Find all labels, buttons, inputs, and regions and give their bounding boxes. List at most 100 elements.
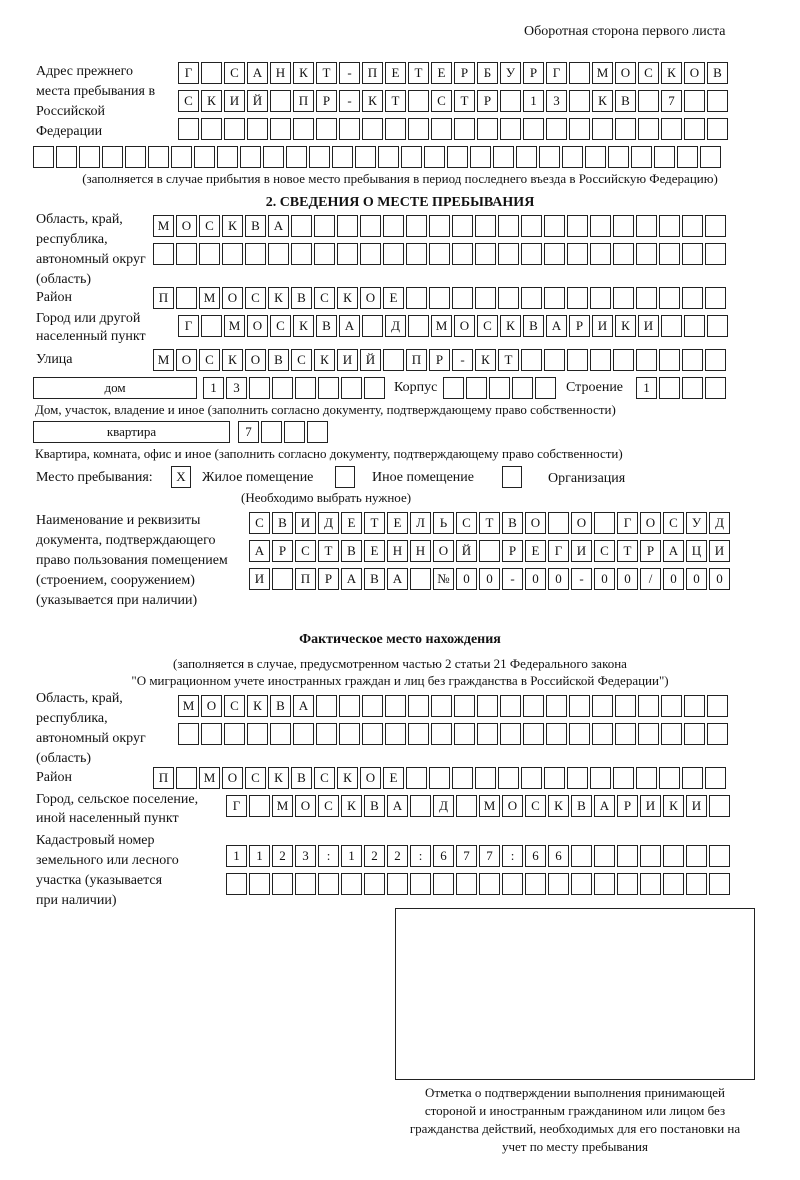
char-cell[interactable]: Н [410,540,431,562]
char-cell[interactable]: С [224,62,245,84]
char-cell[interactable] [709,795,730,817]
char-cell[interactable]: Р [454,62,475,84]
char-cell[interactable]: - [339,90,360,112]
char-cell[interactable] [585,146,606,168]
char-cell[interactable]: 7 [238,421,259,443]
char-cell[interactable] [364,377,385,399]
char-cell[interactable]: 1 [203,377,224,399]
char-cell[interactable] [176,287,197,309]
previous-address-row-3[interactable] [178,118,730,140]
char-cell[interactable]: С [525,795,546,817]
char-cell[interactable]: Е [383,767,404,789]
char-cell[interactable] [590,767,611,789]
char-cell[interactable]: Р [429,349,450,371]
char-cell[interactable]: В [268,349,289,371]
char-cell[interactable] [293,118,314,140]
char-cell[interactable] [222,243,243,265]
char-cell[interactable]: Р [477,90,498,112]
char-cell[interactable] [318,873,339,895]
char-cell[interactable] [590,349,611,371]
char-cell[interactable]: 2 [272,845,293,867]
char-cell[interactable] [307,421,328,443]
char-cell[interactable] [245,243,266,265]
char-cell[interactable] [249,873,270,895]
char-cell[interactable]: П [293,90,314,112]
char-cell[interactable] [498,243,519,265]
char-cell[interactable]: 7 [479,845,500,867]
char-cell[interactable] [270,723,291,745]
char-cell[interactable]: Р [617,795,638,817]
char-cell[interactable] [199,243,220,265]
char-cell[interactable]: Ь [433,512,454,534]
char-cell[interactable]: Е [364,540,385,562]
char-cell[interactable]: Д [385,315,406,337]
char-cell[interactable]: С [199,215,220,237]
char-cell[interactable]: С [178,90,199,112]
char-cell[interactable] [224,118,245,140]
char-cell[interactable] [613,287,634,309]
char-cell[interactable] [240,146,261,168]
char-cell[interactable]: : [318,845,339,867]
char-cell[interactable] [594,845,615,867]
char-cell[interactable] [684,118,705,140]
char-cell[interactable] [410,795,431,817]
char-cell[interactable]: Г [226,795,247,817]
char-cell[interactable] [631,146,652,168]
char-cell[interactable] [521,349,542,371]
char-cell[interactable] [447,146,468,168]
char-cell[interactable] [452,767,473,789]
char-cell[interactable]: В [571,795,592,817]
char-cell[interactable]: Т [617,540,638,562]
char-cell[interactable] [709,873,730,895]
char-cell[interactable]: С [431,90,452,112]
char-cell[interactable] [493,146,514,168]
char-cell[interactable] [431,723,452,745]
char-cell[interactable] [176,767,197,789]
char-cell[interactable]: Н [270,62,291,84]
char-cell[interactable]: П [153,767,174,789]
char-cell[interactable] [362,315,383,337]
char-cell[interactable]: 0 [663,568,684,590]
char-cell[interactable] [201,62,222,84]
char-cell[interactable] [682,377,703,399]
char-cell[interactable]: Т [385,90,406,112]
char-cell[interactable]: К [268,287,289,309]
char-cell[interactable] [592,723,613,745]
char-cell[interactable]: В [272,512,293,534]
char-cell[interactable]: 1 [249,845,270,867]
char-cell[interactable]: К [222,349,243,371]
char-cell[interactable]: Р [569,315,590,337]
char-cell[interactable]: О [640,512,661,534]
char-cell[interactable]: О [295,795,316,817]
char-cell[interactable]: О [176,349,197,371]
char-cell[interactable] [406,287,427,309]
option-organization-checkbox[interactable] [502,466,522,488]
char-cell[interactable] [661,315,682,337]
char-cell[interactable]: Т [479,512,500,534]
char-cell[interactable]: П [153,287,174,309]
char-cell[interactable]: П [362,62,383,84]
char-cell[interactable]: В [707,62,728,84]
char-cell[interactable] [378,146,399,168]
char-cell[interactable]: А [387,568,408,590]
char-cell[interactable] [385,118,406,140]
char-cell[interactable]: Р [272,540,293,562]
char-cell[interactable] [535,377,556,399]
char-cell[interactable] [684,723,705,745]
char-cell[interactable] [594,873,615,895]
char-cell[interactable] [707,118,728,140]
char-cell[interactable]: Е [341,512,362,534]
char-cell[interactable] [456,873,477,895]
char-cell[interactable]: С [295,540,316,562]
char-cell[interactable]: В [291,287,312,309]
char-cell[interactable]: Т [316,62,337,84]
char-cell[interactable] [659,349,680,371]
char-cell[interactable] [479,873,500,895]
char-cell[interactable]: И [592,315,613,337]
char-cell[interactable] [429,215,450,237]
char-cell[interactable] [201,315,222,337]
char-cell[interactable] [615,695,636,717]
